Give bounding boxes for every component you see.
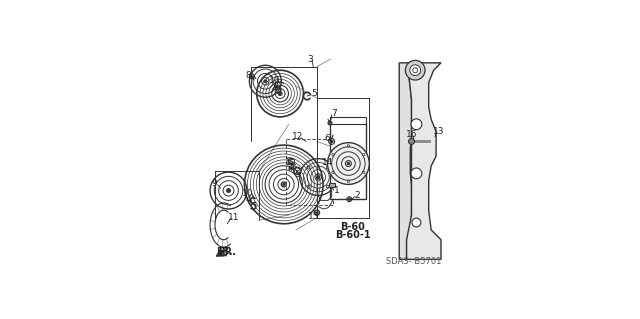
- Text: 10: 10: [269, 76, 280, 85]
- Circle shape: [250, 74, 254, 79]
- Text: B-60-1: B-60-1: [335, 230, 371, 240]
- Text: 5: 5: [294, 170, 300, 179]
- Text: FR.: FR.: [218, 248, 236, 257]
- Text: 4: 4: [272, 84, 278, 93]
- Circle shape: [410, 65, 420, 76]
- Text: 6: 6: [324, 135, 330, 144]
- Circle shape: [405, 60, 425, 80]
- Circle shape: [314, 210, 319, 215]
- Text: 2: 2: [354, 191, 360, 200]
- Text: 5: 5: [312, 89, 317, 98]
- Circle shape: [408, 138, 415, 145]
- Text: 15: 15: [308, 212, 319, 221]
- Circle shape: [330, 140, 333, 143]
- Circle shape: [348, 198, 351, 200]
- Circle shape: [279, 93, 281, 94]
- Text: B-60: B-60: [340, 222, 365, 233]
- Bar: [330, 117, 366, 124]
- Text: 10: 10: [285, 158, 296, 167]
- Text: FR.: FR.: [216, 248, 233, 256]
- Text: 4: 4: [287, 164, 293, 173]
- Polygon shape: [399, 63, 412, 259]
- Text: SDA3- B5701: SDA3- B5701: [387, 257, 442, 266]
- Text: 11: 11: [228, 213, 239, 222]
- Circle shape: [328, 143, 369, 184]
- Circle shape: [412, 218, 421, 227]
- Text: 8: 8: [245, 70, 251, 80]
- Text: 4: 4: [245, 195, 251, 204]
- Text: 13: 13: [433, 127, 445, 136]
- Text: 9: 9: [212, 179, 218, 188]
- Circle shape: [347, 162, 349, 165]
- Bar: [330, 123, 366, 199]
- Circle shape: [227, 189, 230, 193]
- Text: 12: 12: [292, 132, 304, 141]
- Circle shape: [328, 121, 332, 125]
- Circle shape: [283, 183, 285, 185]
- Circle shape: [317, 175, 319, 179]
- Circle shape: [411, 168, 422, 179]
- Text: 16: 16: [406, 130, 417, 138]
- Bar: [286, 139, 333, 205]
- Circle shape: [264, 80, 267, 83]
- Text: 1: 1: [333, 186, 339, 195]
- Circle shape: [411, 119, 422, 130]
- Text: 10: 10: [243, 189, 254, 197]
- Text: 3: 3: [307, 55, 313, 64]
- Bar: [329, 183, 335, 187]
- Text: 7: 7: [332, 109, 337, 118]
- Polygon shape: [406, 63, 441, 259]
- Text: 14: 14: [322, 158, 333, 167]
